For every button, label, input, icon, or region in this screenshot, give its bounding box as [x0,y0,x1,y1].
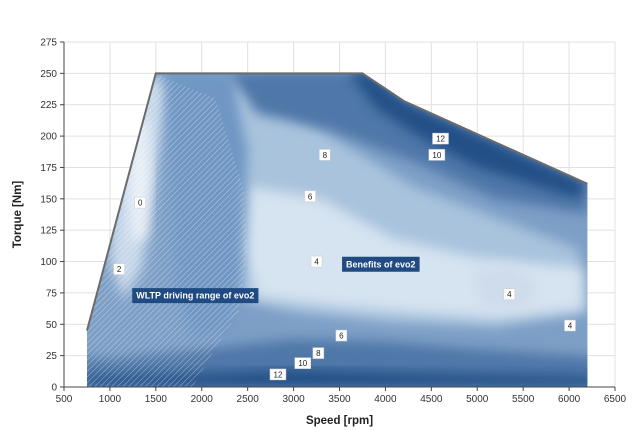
contour-label-box [503,288,516,300]
contour-label-text: 2 [117,265,122,274]
y-tick-label: 75 [46,288,58,299]
contour-label: 6 [335,329,348,342]
contour-label-text: 12 [436,135,445,144]
callout-text: Benefits of evo2 [346,259,416,269]
callout: WLTP driving range of evo2 [132,288,259,304]
contour-label-text: 12 [274,370,283,379]
contour-label: 12 [432,132,449,145]
full-load-curve [86,72,588,331]
contour-label: 8 [319,149,331,161]
contour-label: 8 [312,347,325,359]
contour-label: 12 [269,368,287,381]
contour-label-text: 8 [323,151,328,160]
y-tick-label: 150 [40,194,57,205]
x-tick-label: 500 [56,394,73,405]
x-tick-label: 4500 [420,394,443,405]
contour-label: 4 [503,288,516,300]
y-tick-label: 125 [40,226,57,237]
x-tick-label: 4000 [374,394,397,405]
contour-label-box [428,149,446,161]
contour-label-text: 10 [432,151,441,160]
callout-box [342,256,420,272]
contour-label-text: 6 [308,192,313,201]
contour-label-box [113,263,125,275]
x-tick-label: 2000 [191,394,214,405]
efficiency-band [472,264,542,310]
efficiency-band [87,369,588,387]
callout-text: WLTP driving range of evo2 [136,291,254,301]
axes: 500 1000 1500 2000 2500 3000 3500 4000 4500 5000 5… [40,38,626,406]
contour-label-text: 4 [568,322,573,331]
x-tick-label: 1000 [99,394,122,405]
x-tick-label: 1500 [145,394,168,405]
x-axis-title: Speed [rpm] [306,415,373,427]
x-tick-label: 3500 [328,394,351,405]
contour-label: 4 [310,255,323,268]
y-tick-label: 200 [40,132,57,143]
contour-label-box [304,190,316,203]
y-tick-label: 225 [40,100,57,111]
contour-label: 10 [428,149,446,161]
contour-label-box [294,357,312,369]
contour-label-box [335,329,348,342]
y-tick-label: 0 [51,383,57,394]
contour-label-box [319,149,331,161]
x-tick-label: 5000 [466,394,489,405]
contour-label-text: 4 [507,290,512,299]
full-load-outline [86,72,588,331]
x-tick-label: 5500 [512,394,535,405]
contour-label-text: 0 [138,199,143,208]
efficiency-band [229,73,588,214]
contour-label-box [134,196,146,209]
contour-label: 10 [294,357,312,369]
x-tick-label: 3000 [282,394,305,405]
contour-label: 4 [564,319,576,332]
contour-labels: 0 2 4 4 4 6 6 8 8 10 10 12 12 [113,132,576,381]
callouts: Benefits of evo2 WLTP driving range of ev… [132,256,420,304]
y-tick-label: 275 [40,38,57,49]
contour-label-text: 8 [316,349,321,358]
contour-label: 0 [134,196,146,209]
contour-label-box [310,255,323,268]
contour-label-box [312,347,325,359]
contour-label-text: 10 [298,359,307,368]
contour-label: 6 [304,190,316,203]
contour-label-text: 4 [314,258,319,267]
x-tick-label: 6500 [604,394,627,405]
x-tick-label: 6000 [558,394,581,405]
contour-label-text: 6 [339,332,344,341]
callout-box [132,288,259,304]
y-tick-label: 25 [46,351,58,362]
y-axis-title: Torque [Nm] [12,181,24,249]
y-tick-label: 100 [40,257,57,268]
y-tick-label: 175 [40,163,57,174]
contour-label-box [269,368,287,381]
contour-label: 2 [113,263,125,275]
callout: Benefits of evo2 [342,256,420,272]
x-tick-label: 2500 [237,394,260,405]
y-tick-label: 250 [40,69,57,80]
contour-label-box [564,319,576,332]
contour-label-box [432,132,449,145]
y-tick-label: 50 [46,320,58,331]
wltp-driving-range-area [87,75,248,388]
